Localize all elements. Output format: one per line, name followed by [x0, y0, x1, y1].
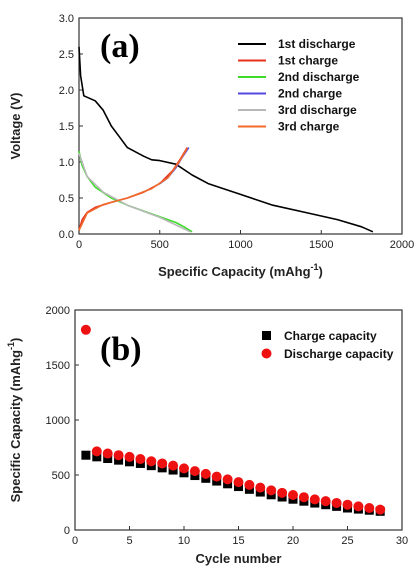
legend-label: Discharge capacity — [284, 347, 394, 361]
x-axis-label-superscript: -1 — [311, 262, 319, 272]
x-tick-label: 0 — [76, 239, 82, 251]
y-axis-label-end: ) — [8, 338, 23, 342]
x-tick-label: 25 — [341, 535, 353, 547]
charge-point — [81, 451, 90, 460]
x-tick-label: 0 — [72, 535, 78, 547]
discharge-point — [255, 483, 265, 493]
discharge-point — [212, 472, 222, 482]
discharge-point — [343, 500, 353, 510]
y-tick-label: 0 — [64, 525, 70, 537]
discharge-point — [146, 456, 156, 466]
discharge-point — [277, 488, 287, 498]
y-tick-label: 0.5 — [59, 193, 74, 205]
series-line-2 — [79, 148, 187, 231]
legend-label: 2nd discharge — [278, 70, 360, 84]
y-axis-label-text: Specific Capacity (mAhg — [8, 350, 23, 502]
series-line-6 — [79, 148, 187, 230]
discharge-point — [168, 461, 178, 471]
y-tick-label: 1.5 — [59, 121, 74, 133]
legend-label: 3rd discharge — [278, 103, 357, 117]
legend-swatch — [262, 349, 272, 359]
chart-panel-b: 0 5 10 15 20 25 30 0 500 1000 1500 2000 Cycle number… — [6, 305, 408, 566]
discharge-point — [179, 463, 189, 473]
series-line-5 — [79, 153, 190, 231]
x-tick-label: 20 — [287, 535, 299, 547]
discharge-point — [244, 480, 254, 490]
y-axis-label: Specific Capacity (mAhg-1) — [6, 338, 23, 503]
x-tick-label: 10 — [178, 535, 190, 547]
panel-label: (a) — [100, 28, 140, 65]
discharge-point — [321, 496, 331, 506]
discharge-point — [332, 498, 342, 508]
legend-label: 2nd charge — [278, 87, 342, 101]
x-axis-label: Specific Capacity (mAhg-1) — [158, 262, 323, 279]
x-tick-label: 15 — [232, 535, 244, 547]
y-tick-label: 3.0 — [59, 13, 74, 25]
discharge-point — [234, 477, 244, 487]
discharge-point — [299, 492, 309, 502]
y-axis-label-superscript: -1 — [6, 342, 16, 350]
x-axis-label-end: ) — [319, 264, 323, 279]
y-tick-label: 500 — [52, 470, 70, 482]
discharge-point — [223, 474, 233, 484]
panel-label: (b) — [100, 331, 142, 368]
legend-label: 1st discharge — [278, 37, 356, 51]
discharge-point — [92, 446, 102, 456]
y-tick-label: 0.0 — [59, 229, 74, 241]
x-tick-label: 1500 — [309, 239, 333, 251]
discharge-point — [135, 454, 145, 464]
y-axis-label: Voltage (V) — [8, 93, 23, 160]
y-tick-label: 2.0 — [59, 85, 74, 97]
x-tick-label: 500 — [151, 239, 169, 251]
x-tick-label: 2000 — [390, 239, 414, 251]
legend-label: 1st charge — [278, 54, 338, 68]
y-tick-label: 1000 — [46, 415, 70, 427]
y-tick-label: 2000 — [46, 305, 70, 317]
discharge-point — [81, 325, 91, 335]
legend: Charge capacity Discharge capacity — [262, 329, 394, 361]
discharge-point — [364, 503, 374, 513]
discharge-point — [375, 505, 385, 515]
discharge-point — [353, 501, 363, 511]
y-tick-label: 2.5 — [59, 49, 74, 61]
chart-panel-a: 0 500 1000 1500 2000 0.0 0.5 1.0 1.5 2.0 2.5 3.0 Spe… — [8, 13, 414, 279]
discharge-point — [266, 485, 276, 495]
y-tick-label: 1500 — [46, 360, 70, 372]
discharge-point — [114, 450, 124, 460]
legend: 1st discharge 1st charge 2nd discharge 2nd … — [238, 37, 360, 134]
discharge-point — [310, 494, 320, 504]
x-tick-label: 5 — [126, 535, 132, 547]
discharge-point — [125, 452, 135, 462]
discharge-point — [288, 490, 298, 500]
legend-swatch — [262, 331, 271, 340]
legend-label: 3rd charge — [278, 120, 340, 134]
discharge-point — [201, 469, 211, 479]
x-tick-label: 30 — [396, 535, 408, 547]
discharge-point — [103, 449, 113, 459]
legend-label: Charge capacity — [284, 329, 377, 343]
x-axis-label-text: Specific Capacity (mAhg — [158, 264, 310, 279]
discharge-point — [190, 466, 200, 476]
x-tick-label: 1000 — [228, 239, 252, 251]
x-axis-label: Cycle number — [196, 551, 282, 566]
y-tick-label: 1.0 — [59, 157, 74, 169]
discharge-point — [157, 458, 167, 468]
